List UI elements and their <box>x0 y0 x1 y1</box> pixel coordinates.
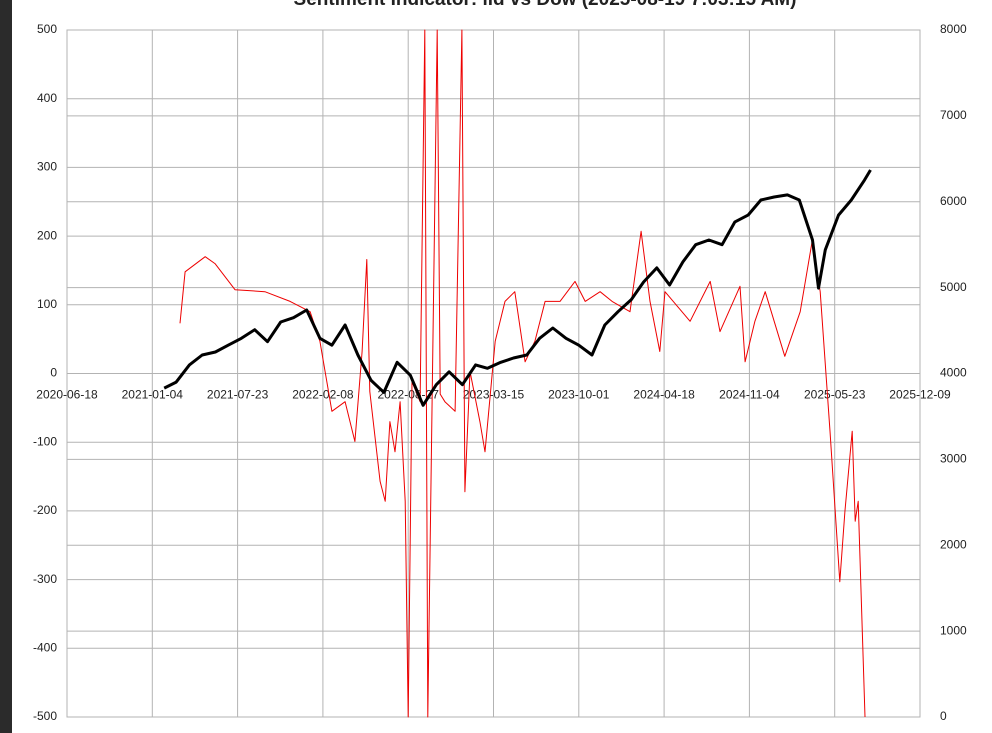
x-tick-label: 2023-03-15 <box>463 388 525 402</box>
y-tick-label: 200 <box>37 228 57 242</box>
y2-tick-label: 3000 <box>940 452 967 466</box>
y2-tick-label: 0 <box>940 709 947 723</box>
x-tick-label: 2025-05-23 <box>804 388 866 402</box>
y2-tick-label: 4000 <box>940 366 967 380</box>
y2-tick-label: 5000 <box>940 280 967 294</box>
y2-tick-label: 6000 <box>940 194 967 208</box>
window-edge <box>0 0 12 733</box>
y-tick-label: 100 <box>37 297 57 311</box>
x-tick-label: 2021-01-04 <box>122 388 184 402</box>
x-tick-label: 2024-04-18 <box>633 388 695 402</box>
y-tick-label: -100 <box>33 434 57 448</box>
y-tick-label: 300 <box>37 160 57 174</box>
series-line <box>179 29 866 718</box>
y-tick-label: 500 <box>37 22 57 36</box>
y-tick-label: -200 <box>33 503 57 517</box>
y-tick-label: -300 <box>33 572 57 586</box>
x-tick-label: 2023-10-01 <box>548 388 610 402</box>
series-line <box>163 169 872 407</box>
x-tick-label: 2020-06-18 <box>36 388 98 402</box>
chart-title: Sentiment Indicator: iid vs Dow (2025-08… <box>294 0 797 10</box>
x-tick-label: 2022-02-08 <box>292 388 354 402</box>
y-tick-label: 400 <box>37 91 57 105</box>
y2-tick-label: 7000 <box>940 108 967 122</box>
y2-tick-label: 8000 <box>940 22 967 36</box>
y2-tick-label: 1000 <box>940 623 967 637</box>
plot-frame <box>66 29 921 718</box>
x-tick-label: 2024-11-04 <box>719 388 780 402</box>
y2-tick-label: 2000 <box>940 537 967 551</box>
y-tick-label: -500 <box>33 709 57 723</box>
x-tick-label: 2022-08-27 <box>378 388 440 402</box>
y-tick-label: -400 <box>33 640 57 654</box>
x-tick-label: 2021-07-23 <box>207 388 269 402</box>
x-tick-label: 2025-12-09 <box>889 388 951 402</box>
y-tick-label: 0 <box>50 366 57 380</box>
